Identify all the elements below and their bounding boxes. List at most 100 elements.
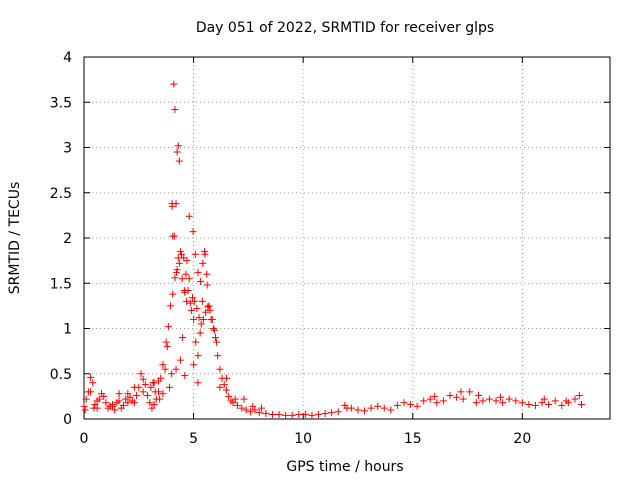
data-point — [499, 399, 507, 407]
data-point — [170, 232, 178, 240]
data-point — [268, 410, 276, 418]
data-point — [180, 286, 188, 294]
data-point — [203, 270, 211, 278]
y-tick-label: 4 — [63, 50, 72, 66]
data-point — [457, 388, 465, 396]
data-point — [194, 352, 202, 360]
data-point — [168, 370, 176, 378]
data-point — [191, 250, 199, 258]
data-point — [189, 228, 197, 236]
data-point — [100, 392, 108, 400]
data-point — [505, 395, 513, 403]
data-point — [141, 381, 149, 389]
data-point — [479, 397, 487, 405]
data-point — [197, 320, 205, 328]
x-tick-label: 5 — [189, 431, 198, 447]
data-point — [343, 404, 351, 412]
data-point — [111, 406, 119, 414]
data-point — [190, 315, 198, 323]
data-point — [485, 395, 493, 403]
data-point — [102, 399, 110, 407]
data-point — [540, 395, 548, 403]
x-tick-label: 15 — [404, 431, 422, 447]
data-point — [183, 297, 191, 305]
data-point — [115, 390, 123, 398]
data-point — [181, 372, 189, 380]
data-point — [171, 274, 179, 282]
data-point — [301, 410, 309, 418]
data-point — [126, 393, 134, 401]
data-point — [466, 388, 474, 396]
data-point — [150, 401, 158, 409]
data-point — [413, 402, 421, 410]
data-point — [400, 399, 408, 407]
data-point — [518, 399, 526, 407]
data-point — [161, 365, 169, 373]
data-point — [187, 306, 195, 314]
data-point — [222, 374, 230, 382]
data-point — [475, 391, 482, 399]
data-point — [229, 399, 237, 407]
data-point — [194, 379, 202, 387]
data-point — [225, 392, 233, 400]
data-point — [209, 325, 217, 332]
data-point — [203, 281, 211, 289]
data-point — [182, 270, 190, 278]
x-tick-label: 0 — [80, 431, 89, 447]
data-point — [545, 401, 553, 409]
data-point — [492, 397, 500, 405]
data-point — [162, 338, 170, 346]
y-axis-label: SRMTID / TECUs — [7, 182, 23, 295]
data-point — [82, 395, 90, 403]
data-point — [130, 383, 138, 391]
data-point — [295, 410, 303, 418]
data-point — [247, 408, 255, 416]
data-point — [91, 401, 99, 409]
data-point — [459, 395, 467, 403]
grid — [84, 57, 610, 419]
data-point — [210, 326, 218, 334]
data-point — [130, 399, 138, 407]
data-point — [220, 381, 228, 389]
data-point — [255, 409, 263, 417]
data-point — [179, 334, 187, 342]
data-point — [208, 315, 216, 323]
data-point — [165, 383, 173, 391]
data-point — [139, 388, 147, 396]
data-point — [562, 397, 570, 405]
data-point — [178, 275, 186, 283]
data-point — [251, 406, 259, 414]
y-tick-label: 0 — [63, 412, 72, 428]
data-point — [201, 250, 209, 258]
data-point — [171, 105, 179, 113]
data-point — [81, 406, 89, 414]
data-point — [188, 294, 196, 302]
data-point — [174, 254, 182, 262]
y-tick-label: 0.5 — [50, 367, 72, 383]
data-point — [164, 323, 172, 331]
data-point — [374, 402, 382, 410]
data-point — [551, 397, 559, 405]
data-point — [148, 404, 156, 412]
data-point — [439, 397, 447, 405]
y-tick-label: 3 — [63, 141, 72, 157]
y-tick-label: 2 — [63, 231, 72, 247]
data-point — [195, 314, 203, 322]
data-point — [446, 391, 454, 399]
data-point — [380, 404, 388, 412]
data-point — [90, 404, 98, 412]
data-point — [205, 302, 213, 310]
axis-ticks: 0 0.5 1 1.5 2 2.5 3 3.5 4 0 5 10 15 20 — [50, 50, 610, 447]
data-point — [387, 406, 395, 414]
data-point — [167, 302, 175, 310]
data-point — [175, 259, 183, 267]
data-point — [242, 406, 250, 414]
data-point — [174, 142, 182, 150]
data-point — [315, 410, 323, 418]
data-point — [193, 305, 201, 313]
data-point — [172, 365, 180, 373]
data-point — [115, 397, 123, 405]
y-tick-label: 2.5 — [50, 186, 72, 202]
data-point — [199, 259, 207, 267]
